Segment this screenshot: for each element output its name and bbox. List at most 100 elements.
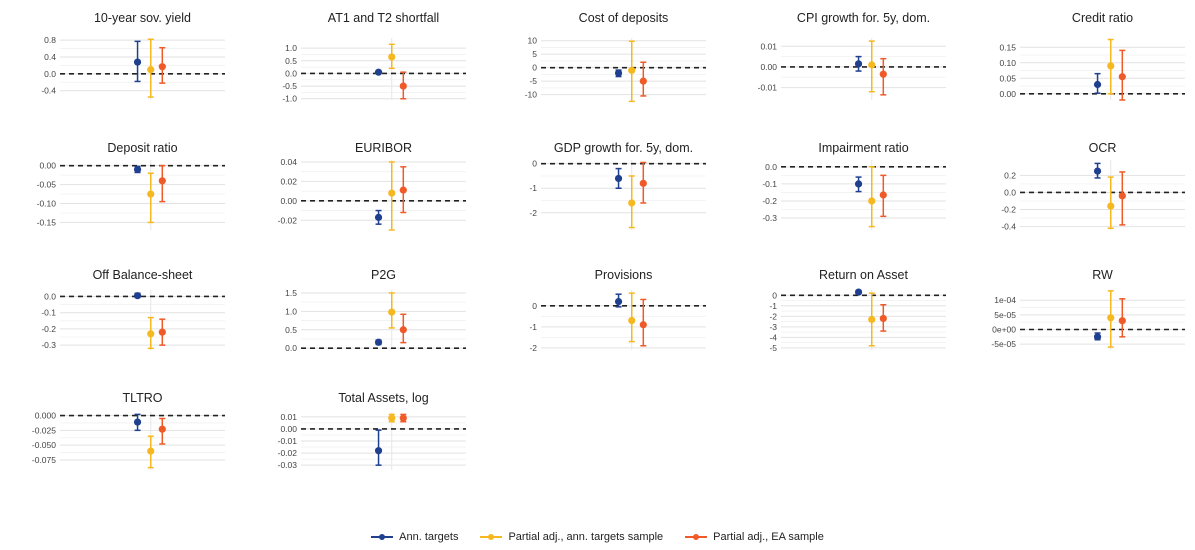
point-estimate <box>374 338 383 346</box>
legend-label: Partial adj., EA sample <box>713 531 824 543</box>
y-tick-label: 0.0 <box>1004 187 1016 197</box>
y-tick-label: -2 <box>529 208 537 218</box>
y-tick-label: -0.025 <box>32 425 56 435</box>
point-estimate <box>399 326 407 334</box>
y-tick-label: 1.5 <box>285 288 297 298</box>
point-estimate <box>854 180 863 188</box>
legend-key-icon <box>371 531 394 543</box>
point-estimate <box>388 189 396 197</box>
panel-title: OCR <box>1089 141 1117 155</box>
point-estimate <box>147 330 155 338</box>
y-tick-label: -2 <box>769 311 777 321</box>
y-tick-label: -0.2 <box>1001 205 1016 215</box>
y-tick-label: 0.0 <box>285 68 297 78</box>
facet-panel: Credit ratio 0.15 0.10 0.05 0.00 <box>999 11 1185 101</box>
y-tick-label: 0.4 <box>44 52 56 62</box>
facet-chart: 10-year sov. yield 0.8 0.4 0.0 -0.4 AT1 and T… <box>32 11 1185 470</box>
y-tick-label: 0 <box>772 290 777 300</box>
panel-title: Impairment ratio <box>818 141 908 155</box>
point-estimate <box>133 58 142 66</box>
panel-title: Deposit ratio <box>107 141 177 155</box>
facet-panel: TLTRO 0.000 -0.025 -0.050 -0.075 <box>32 391 225 470</box>
y-tick-label: 0 <box>532 159 537 169</box>
y-tick-label: -5 <box>529 76 537 86</box>
legend-label: Partial adj., ann. targets sample <box>508 531 664 543</box>
y-tick-label: 0.00 <box>280 196 297 206</box>
y-tick-label: 10 <box>528 36 538 46</box>
y-tick-label: -5 <box>769 343 777 353</box>
point-estimate <box>147 190 155 198</box>
y-tick-label: -0.5 <box>282 81 297 91</box>
point-estimate <box>639 179 647 187</box>
facet-panel: Provisions 0 -1 -2 <box>529 268 706 353</box>
y-tick-label: -0.01 <box>758 83 778 93</box>
point-estimate <box>147 447 155 455</box>
panel-title: RW <box>1092 268 1113 282</box>
panel-title: GDP growth for. 5y, dom. <box>554 141 693 155</box>
panel-title: EURIBOR <box>355 141 412 155</box>
y-tick-label: -1 <box>769 301 777 311</box>
point-estimate <box>158 328 166 336</box>
point-estimate <box>614 174 623 183</box>
facet-panel: EURIBOR 0.04 0.02 0.00 -0.02 <box>278 141 466 231</box>
y-tick-label: 0.01 <box>280 412 297 422</box>
point-estimate <box>868 197 876 205</box>
y-tick-label: 0.0 <box>44 69 56 79</box>
panel-title: 10-year sov. yield <box>94 11 191 25</box>
y-tick-label: -1 <box>529 322 537 332</box>
facet-panel: Return on Asset 0-1-2-3-4-5 <box>769 268 946 353</box>
facet-panel: Deposit ratio 0.00 -0.05 -0.10 -0.15 <box>37 141 225 230</box>
point-estimate <box>158 177 166 185</box>
facet-panel: 10-year sov. yield 0.8 0.4 0.0 -0.4 <box>41 11 225 100</box>
point-estimate <box>133 418 142 426</box>
y-tick-label: -0.3 <box>41 340 56 350</box>
y-tick-label: 0.000 <box>35 411 57 421</box>
facet-panel: Total Assets, log 0.01 0.00 -0.01 -0.02 -0.03 <box>278 391 466 470</box>
legend-item-ann-targets: Ann. targets <box>371 531 458 543</box>
y-tick-label: 0 <box>532 63 537 73</box>
y-tick-label: -0.1 <box>762 179 777 189</box>
point-estimate <box>628 66 636 74</box>
point-estimate <box>1107 314 1115 322</box>
point-estimate <box>854 288 863 296</box>
panel-title: TLTRO <box>122 391 162 405</box>
y-tick-label: 0.0 <box>285 343 297 353</box>
point-estimate <box>133 292 142 300</box>
facet-panel: CPI growth for. 5y, dom. 0.01 0.00 -0.01 <box>758 11 946 100</box>
y-tick-label: -0.1 <box>41 308 56 318</box>
panel-title: Cost of deposits <box>579 11 669 25</box>
y-tick-label: 0 <box>532 301 537 311</box>
point-estimate <box>639 77 647 85</box>
facet-panel: RW 1e-04 5e-05 0e+00 -5e-05 <box>991 268 1185 350</box>
point-estimate <box>388 53 396 61</box>
y-tick-label: 0.05 <box>999 73 1016 83</box>
point-estimate <box>374 213 383 221</box>
point-estimate <box>1093 333 1102 341</box>
point-estimate <box>1107 62 1115 70</box>
y-tick-label: 0.00 <box>39 161 56 171</box>
point-estimate <box>868 315 876 324</box>
y-tick-label: -0.3 <box>762 213 777 223</box>
y-tick-label: -10 <box>525 90 538 100</box>
facet-panel: Off Balance-sheet 0.0 -0.1 -0.2 -0.3 <box>41 268 225 350</box>
y-tick-label: 0.00 <box>760 62 777 72</box>
panel-title: Off Balance-sheet <box>93 268 193 282</box>
point-estimate <box>879 70 887 78</box>
y-tick-label: -0.05 <box>37 180 57 190</box>
y-tick-label: -0.2 <box>41 324 56 334</box>
legend-label: Ann. targets <box>399 531 459 543</box>
point-estimate <box>147 66 155 74</box>
point-estimate <box>628 199 636 207</box>
point-estimate <box>614 69 623 77</box>
y-tick-label: -0.03 <box>278 460 298 470</box>
y-tick-label: -0.01 <box>278 436 298 446</box>
point-estimate <box>399 186 407 194</box>
y-tick-label: -1 <box>529 183 537 193</box>
y-tick-label: 0.0 <box>44 291 56 301</box>
point-estimate <box>639 321 647 329</box>
point-estimate <box>374 447 383 455</box>
y-tick-label: 0e+00 <box>992 325 1016 335</box>
point-estimate <box>388 308 396 316</box>
y-tick-label: 0.8 <box>44 35 56 45</box>
y-tick-label: -0.2 <box>762 196 777 206</box>
